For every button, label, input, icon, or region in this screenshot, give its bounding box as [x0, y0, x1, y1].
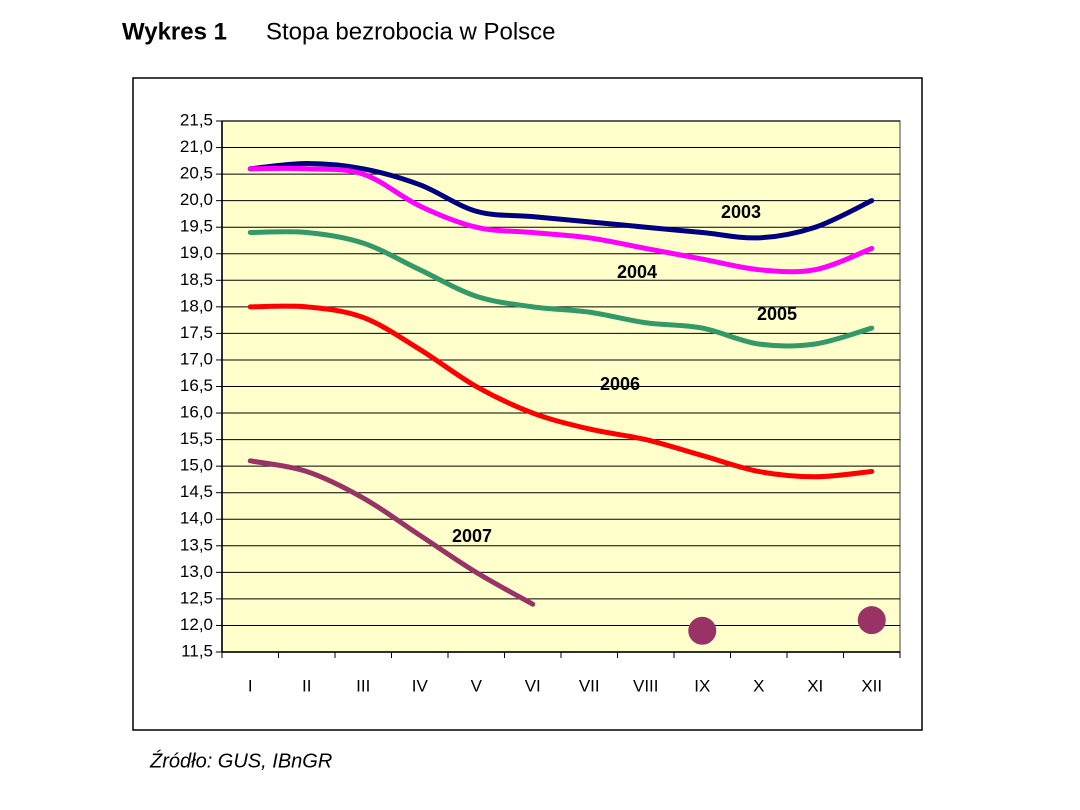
series-line	[247, 165, 875, 275]
x-tick-label: VII	[579, 676, 600, 695]
x-tick-label: III	[356, 676, 370, 695]
x-tick-label: II	[302, 676, 311, 695]
y-tick-label: 18,5	[180, 270, 213, 289]
y-tick-label: 17,0	[180, 349, 213, 368]
y-tick-label: 19,5	[180, 217, 213, 236]
x-tick-label: XII	[861, 676, 882, 695]
y-tick-label: 16,5	[180, 376, 213, 395]
dot-marker	[688, 616, 717, 645]
y-tick-label: 15,0	[180, 456, 213, 475]
y-tick-label: 11,5	[181, 641, 213, 660]
y-tick-label: 21,0	[180, 137, 213, 156]
y-tick-label: 14,0	[180, 509, 213, 528]
source-note: Źródło: GUS, IBnGR	[149, 749, 332, 772]
x-tick-label: X	[753, 676, 764, 695]
x-tick-label: VIII	[633, 676, 659, 695]
dot-marker	[857, 606, 886, 635]
x-tick-label: XI	[807, 676, 823, 695]
series-label: 2004	[617, 262, 657, 282]
y-tick-label: 15,5	[180, 429, 213, 448]
y-tick-label: 16,0	[180, 403, 213, 422]
series-label: 2006	[600, 374, 640, 394]
y-tick-label: 20,5	[180, 164, 213, 183]
series-label: 2003	[721, 202, 761, 222]
y-tick-label: 18,0	[180, 296, 213, 315]
x-tick-label: I	[248, 676, 253, 695]
x-tick-label: IX	[694, 676, 710, 695]
y-tick-label: 19,0	[180, 243, 213, 262]
y-tick-label: 14,5	[180, 482, 213, 501]
y-tick-label: 21,5	[180, 110, 213, 129]
chart-subtitle: Stopa bezrobocia w Polsce	[266, 18, 556, 45]
series-label: 2007	[452, 526, 492, 546]
series-line	[247, 229, 875, 349]
series-line	[247, 458, 536, 607]
y-tick-label: 17,5	[180, 323, 213, 342]
x-tick-label: IV	[412, 676, 429, 695]
x-tick-label: V	[471, 676, 483, 695]
x-tick-label: VI	[525, 676, 541, 695]
series-line	[247, 160, 875, 241]
y-tick-label: 13,5	[180, 535, 213, 554]
chart-title: Wykres 1	[122, 18, 227, 45]
y-tick-label: 13,0	[180, 562, 213, 581]
series-label: 2005	[757, 304, 797, 324]
y-tick-label: 12,0	[180, 615, 213, 634]
y-tick-label: 20,0	[180, 190, 213, 209]
y-tick-label: 12,5	[180, 588, 213, 607]
series-line	[247, 303, 875, 480]
